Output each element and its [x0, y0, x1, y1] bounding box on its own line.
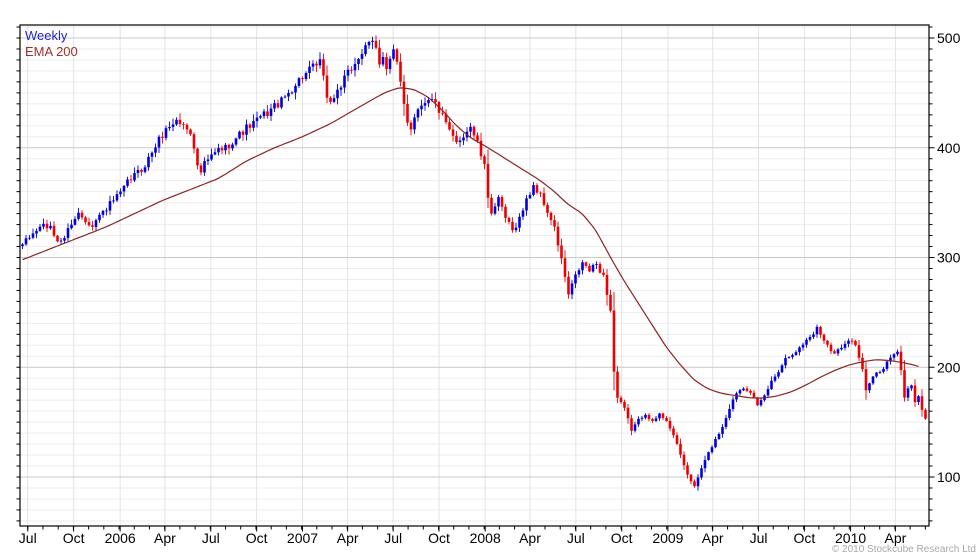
ema-line	[22, 87, 919, 399]
x-axis-label: Oct	[794, 530, 816, 546]
candlestick-series	[21, 35, 927, 491]
x-axis-label: Oct	[63, 530, 85, 546]
x-axis-label: 2006	[105, 530, 136, 546]
x-axis-label: 2010	[835, 530, 866, 546]
x-axis-label: Apr	[337, 530, 359, 546]
x-axis-label: Jul	[567, 530, 585, 546]
legend-weekly-label: Weekly	[25, 28, 68, 43]
x-axis-label: Jul	[384, 530, 402, 546]
y-axis-label: 200	[937, 359, 961, 375]
plot-border	[19, 24, 930, 527]
x-axis-label: Jul	[19, 530, 37, 546]
y-axis-label: 100	[937, 469, 961, 485]
x-axis-label: Oct	[428, 530, 450, 546]
y-axis-label: 300	[937, 250, 961, 266]
legend-ema-label: EMA 200	[25, 44, 78, 59]
x-axis-label: Oct	[246, 530, 268, 546]
x-axis-label: 2009	[652, 530, 683, 546]
x-axis-label: Apr	[885, 530, 907, 546]
x-axis-label: 2008	[470, 530, 501, 546]
x-axis-label: 2007	[287, 530, 318, 546]
x-axis-label: Apr	[154, 530, 176, 546]
x-axis-label: Jul	[202, 530, 220, 546]
y-axis-label: 500	[937, 30, 961, 46]
x-axis-label: Apr	[702, 530, 724, 546]
axes: 500 400 300 200 100 Jul Oct 2006 Apr Jul Oct 2007 Ap…	[16, 26, 961, 546]
x-axis-label: Apr	[519, 530, 541, 546]
x-axis-label: Jul	[750, 530, 768, 546]
y-axis-label: 400	[937, 140, 961, 156]
x-axis-label: Oct	[611, 530, 633, 546]
copyright-text: © 2010 Stockcube Research Ltd	[831, 544, 976, 555]
